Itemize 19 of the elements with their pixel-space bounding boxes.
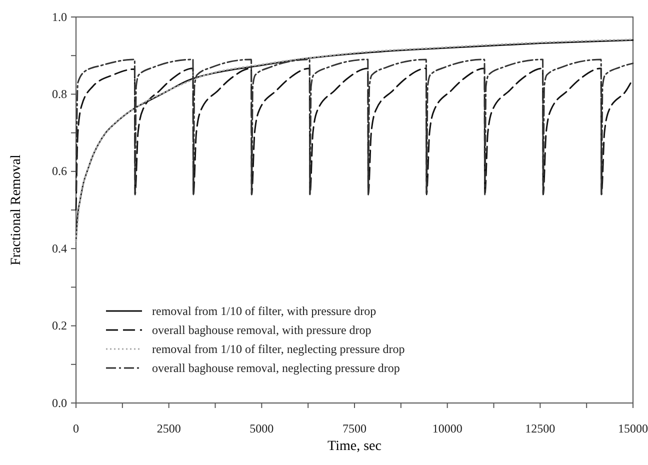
x-tick-label: 5000 [250,422,274,436]
y-tick-label: 0.6 [52,164,67,178]
x-tick-label: 12500 [525,422,556,436]
legend-label: removal from 1/10 of filter, with pressure drop [152,304,376,318]
y-tick-label: 0.2 [52,318,67,333]
legend-label: removal from 1/10 of filter, neglecting pressure drop [152,342,405,356]
x-tick-label: 0 [73,422,79,436]
y-tick-label: 0.4 [52,241,67,256]
x-tick-label: 7500 [342,422,366,436]
legend-label: overall baghouse removal, with pressure drop [152,323,372,337]
y-tick-label: 1.0 [52,10,67,24]
x-tick-label: 15000 [618,422,648,436]
x-tick-label: 10000 [432,422,462,436]
x-axis-title: Time, sec [328,439,382,454]
y-tick-label: 0.8 [52,87,67,102]
x-tick-label: 2500 [156,422,181,436]
y-axis-title: Fractional Removal [9,154,24,266]
legend-label: overall baghouse removal, neglecting pressure drop [152,361,400,375]
y-tick-label: 0.0 [52,396,67,410]
